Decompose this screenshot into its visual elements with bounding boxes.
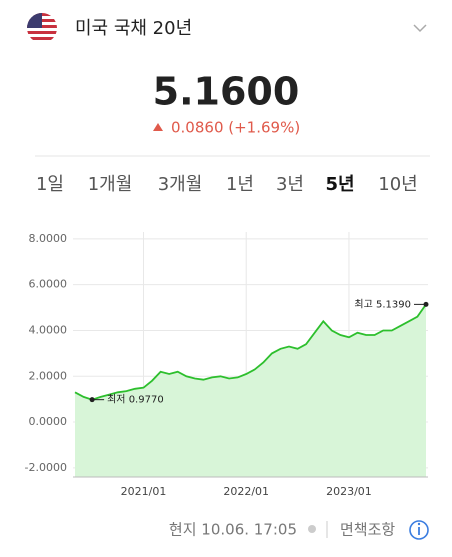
x-tick-label: 2022/01 [223,485,269,498]
disclaimer[interactable]: 면책조항 [340,521,395,539]
line [74,303,427,401]
annotation-label: 최고 5.1390 [354,298,411,310]
info-icon[interactable] [409,520,429,540]
us-flag [27,13,57,43]
y-tick-label: 6.0000 [29,278,68,291]
x-tick-label: 2021/01 [121,485,167,498]
tab[interactable]: 5년 [325,174,354,195]
status-dot [308,525,316,533]
y-tick-label: 4.0000 [29,323,68,336]
y-tick-label: 2.0000 [29,369,68,382]
y-tick-label: 0.0000 [29,415,68,428]
tab[interactable]: 10년 [378,174,417,195]
tab[interactable]: 3년 [276,174,304,195]
dropdown-chevron[interactable] [413,24,427,33]
timestamp: 현지 10.06. 17:05 [169,521,297,539]
annotation-label: 최저 0.9770 [107,394,164,406]
up-arrow [153,123,163,131]
area [75,304,426,477]
price-change: 0.0860 (+1.69%) [171,119,300,137]
tab[interactable]: 3개월 [158,174,203,195]
price: 5.1600 [153,70,300,114]
y-tick-label: -2.0000 [25,461,67,474]
title: 미국 국채 20년 [75,18,192,39]
tabs: 1일 1개월 3개월 1년 3년 5년 10년 [36,174,418,195]
y-tick-label: 8.0000 [29,232,68,245]
chart: -2.0000 0.0000 2.0000 4.0000 6.0000 8.0000 202… [25,232,429,498]
x-tick-label: 2023/01 [326,485,372,498]
tab[interactable]: 1일 [36,174,64,195]
tab[interactable]: 1년 [226,174,254,195]
tab[interactable]: 1개월 [88,174,133,195]
